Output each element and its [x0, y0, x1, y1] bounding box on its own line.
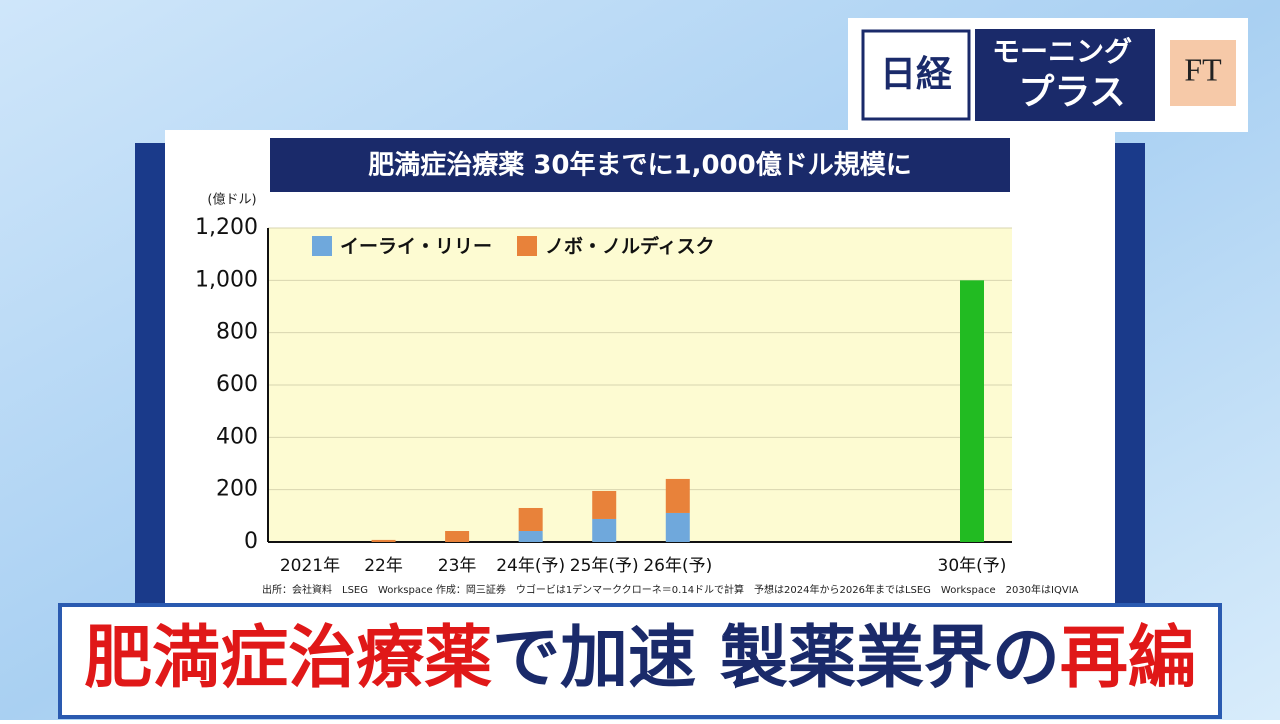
- headline-part: 肥満症治療薬: [84, 619, 492, 698]
- logo-ft-box: [1170, 40, 1236, 106]
- y-tick-label: 400: [216, 424, 258, 449]
- legend-label: イーライ・リリー: [340, 236, 492, 258]
- bar: [665, 478, 690, 513]
- y-tick-label: 800: [216, 320, 258, 345]
- x-tick-label: 23年: [438, 556, 477, 576]
- chart-title: 肥満症治療薬 30年までに1,000億ドル規模に: [368, 150, 911, 181]
- logo-show-line: モーニング: [992, 35, 1132, 68]
- bar: [592, 518, 617, 542]
- x-tick-label: 26年(予): [643, 556, 712, 576]
- logo-show-box: [975, 29, 1155, 121]
- x-tick-label: 22年: [364, 556, 403, 576]
- logo-show-line: プラス: [1018, 72, 1125, 113]
- bar: [518, 507, 543, 532]
- bar: [665, 512, 690, 542]
- source-note: 出所：会社資料 LSEG Workspace 作成：岡三証券 ウゴービは1デンマ…: [262, 583, 1079, 596]
- y-tick-label: 0: [244, 529, 258, 554]
- x-tick-label: 24年(予): [496, 556, 565, 576]
- legend-label: ノボ・ノルディスク: [545, 235, 715, 258]
- headline-bar: [58, 603, 1222, 719]
- bar: [371, 539, 396, 542]
- x-tick-label: 2021年: [280, 556, 340, 576]
- legend-swatch: [312, 236, 332, 256]
- y-tick-label: 1,000: [195, 267, 258, 292]
- headline: 肥満症治療薬で加速 製薬業界の再編: [84, 619, 1196, 698]
- logo-nikkei: 日経: [880, 54, 953, 95]
- y-tick-label: 1,200: [195, 215, 258, 240]
- legend-swatch: [517, 236, 537, 256]
- y-tick-label: 600: [216, 372, 258, 397]
- x-tick-label: 30年(予): [938, 556, 1007, 576]
- title-bar: [270, 138, 1010, 192]
- bar: [445, 531, 470, 542]
- logo-nikkei-box: [861, 29, 971, 121]
- bar: [518, 531, 543, 542]
- x-tick-label: 25年(予): [570, 556, 639, 576]
- headline-part: で加速 製薬業界の: [492, 619, 1060, 698]
- bar: [592, 490, 617, 519]
- y-axis-label: (億ドル): [207, 192, 256, 208]
- headline-part: 再編: [1060, 619, 1196, 698]
- logo-ft: FT: [1184, 51, 1222, 87]
- bar: [960, 280, 984, 542]
- y-tick-label: 200: [216, 477, 258, 502]
